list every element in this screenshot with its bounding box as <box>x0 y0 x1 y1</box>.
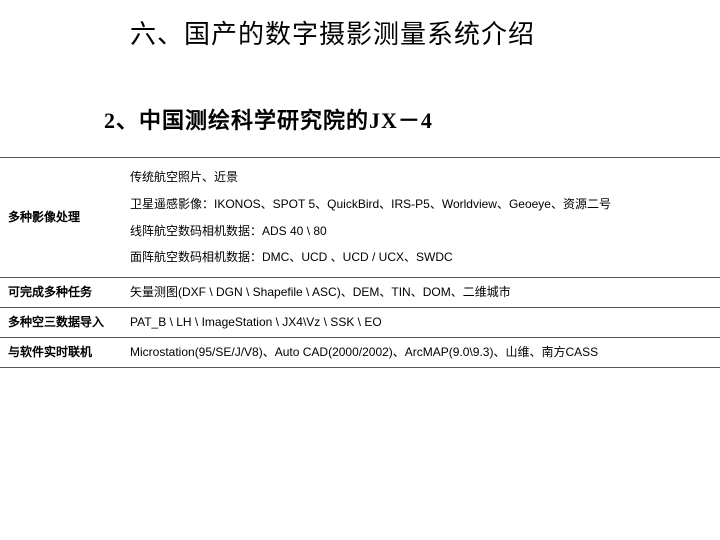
row-label: 多种影像处理 <box>0 158 122 278</box>
table-row: 多种空三数据导入 PAT_B \ LH \ ImageStation \ JX4… <box>0 307 720 337</box>
content-table: 多种影像处理 传统航空照片、近景 卫星遥感影像：IKONOS、SPOT 5、Qu… <box>0 157 720 368</box>
content-table-wrap: 多种影像处理 传统航空照片、近景 卫星遥感影像：IKONOS、SPOT 5、Qu… <box>0 157 720 368</box>
table-row: 与软件实时联机 Microstation(95/SE/J/V8)、Auto CA… <box>0 337 720 367</box>
row-content: PAT_B \ LH \ ImageStation \ JX4\Vz \ SSK… <box>122 307 720 337</box>
content-line: 卫星遥感影像：IKONOS、SPOT 5、QuickBird、IRS-P5、Wo… <box>130 191 712 218</box>
table-row: 多种影像处理 传统航空照片、近景 卫星遥感影像：IKONOS、SPOT 5、Qu… <box>0 158 720 278</box>
row-content: 传统航空照片、近景 卫星遥感影像：IKONOS、SPOT 5、QuickBird… <box>122 158 720 278</box>
row-label: 多种空三数据导入 <box>0 307 122 337</box>
page-subtitle: 2、中国测绘科学研究院的JX－4 <box>0 51 720 135</box>
row-label: 可完成多种任务 <box>0 278 122 308</box>
content-line: 线阵航空数码相机数据：ADS 40 \ 80 <box>130 218 712 245</box>
table-row: 可完成多种任务 矢量测图(DXF \ DGN \ Shapefile \ ASC… <box>0 278 720 308</box>
content-line: 传统航空照片、近景 <box>130 164 712 191</box>
row-label: 与软件实时联机 <box>0 337 122 367</box>
row-content: 矢量测图(DXF \ DGN \ Shapefile \ ASC)、DEM、TI… <box>122 278 720 308</box>
page-title: 六、国产的数字摄影测量系统介绍 <box>0 0 720 51</box>
row-content: Microstation(95/SE/J/V8)、Auto CAD(2000/2… <box>122 337 720 367</box>
content-line: 面阵航空数码相机数据：DMC、UCD 、UCD / UCX、SWDC <box>130 244 712 271</box>
